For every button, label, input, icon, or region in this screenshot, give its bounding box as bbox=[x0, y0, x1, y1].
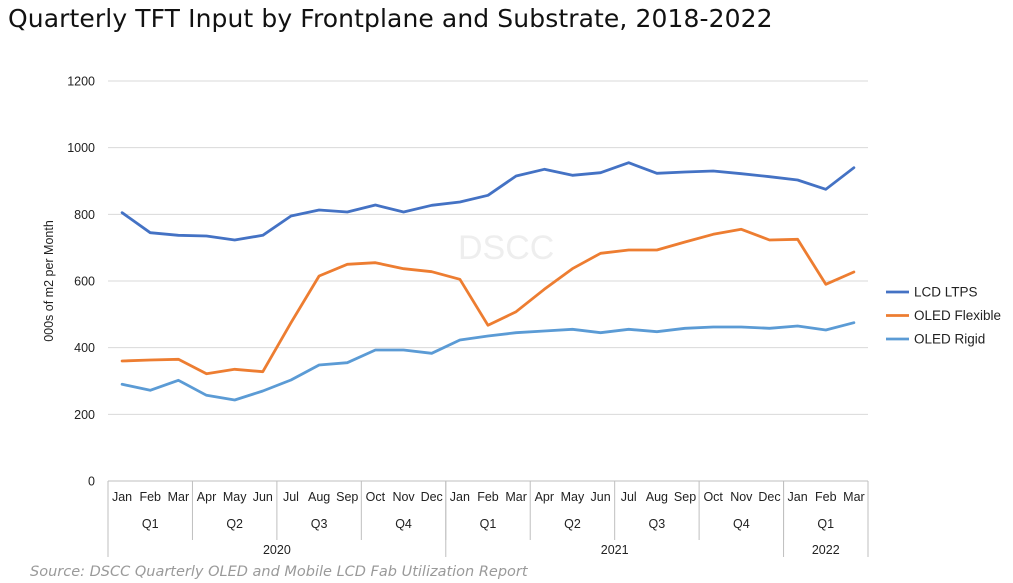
x-tick-label: Feb bbox=[477, 490, 499, 504]
x-tick-label: Apr bbox=[197, 490, 216, 504]
x-tick-label: Mar bbox=[843, 490, 865, 504]
year-label: 2022 bbox=[812, 543, 840, 557]
legend-label: OLED Rigid bbox=[914, 332, 985, 347]
series-line-oled-flexible bbox=[120, 227, 856, 376]
y-tick-label: 1000 bbox=[67, 141, 95, 155]
quarter-label: Q1 bbox=[480, 517, 497, 531]
x-tick-label: Jan bbox=[112, 490, 132, 504]
x-tick-label: Dec bbox=[758, 490, 780, 504]
x-tick-label: Aug bbox=[308, 490, 330, 504]
x-tick-label: Jan bbox=[788, 490, 808, 504]
quarter-label: Q1 bbox=[142, 517, 159, 531]
x-tick-label: Aug bbox=[646, 490, 668, 504]
x-tick-label: Sep bbox=[674, 490, 696, 504]
x-tick-label: Dec bbox=[421, 490, 443, 504]
series-line-oled-rigid bbox=[120, 321, 856, 402]
year-label: 2020 bbox=[263, 543, 291, 557]
y-tick-label: 800 bbox=[74, 208, 95, 222]
legend-label: OLED Flexible bbox=[914, 308, 1001, 323]
quarter-label: Q4 bbox=[733, 517, 750, 531]
x-tick-label: Jul bbox=[621, 490, 637, 504]
quarter-label: Q1 bbox=[817, 517, 834, 531]
x-tick-label: Apr bbox=[535, 490, 554, 504]
x-tick-label: Jan bbox=[450, 490, 470, 504]
x-tick-label: May bbox=[561, 490, 585, 504]
page-title: Quarterly TFT Input by Frontplane and Su… bbox=[8, 4, 773, 33]
y-axis-title: 000s of m2 per Month bbox=[42, 220, 56, 342]
x-tick-label: Feb bbox=[815, 490, 837, 504]
x-tick-label: Oct bbox=[703, 490, 723, 504]
year-label: 2021 bbox=[601, 543, 629, 557]
x-tick-label: Sep bbox=[336, 490, 358, 504]
source-note: Source: DSCC Quarterly OLED and Mobile L… bbox=[30, 564, 528, 580]
x-tick-label: Mar bbox=[505, 490, 527, 504]
y-tick-label: 400 bbox=[74, 341, 95, 355]
y-tick-label: 200 bbox=[74, 408, 95, 422]
x-tick-label: Jun bbox=[591, 490, 611, 504]
x-tick-label: Jul bbox=[283, 490, 299, 504]
x-tick-label: May bbox=[223, 490, 247, 504]
quarter-label: Q4 bbox=[395, 517, 412, 531]
quarter-label: Q2 bbox=[564, 517, 581, 531]
x-tick-label: Feb bbox=[139, 490, 161, 504]
quarter-label: Q3 bbox=[311, 517, 328, 531]
watermark: DSCC bbox=[458, 229, 554, 267]
series-line-lcd-ltps bbox=[120, 161, 856, 242]
x-tick-label: Oct bbox=[366, 490, 386, 504]
legend-label: LCD LTPS bbox=[914, 285, 978, 300]
y-tick-label: 600 bbox=[74, 275, 95, 289]
y-tick-label: 0 bbox=[88, 475, 95, 489]
x-tick-label: Nov bbox=[392, 490, 415, 504]
x-tick-label: Mar bbox=[168, 490, 190, 504]
quarter-label: Q2 bbox=[226, 517, 243, 531]
quarter-label: Q3 bbox=[649, 517, 666, 531]
x-tick-label: Jun bbox=[253, 490, 273, 504]
y-tick-label: 1200 bbox=[67, 75, 95, 89]
x-tick-label: Nov bbox=[730, 490, 753, 504]
